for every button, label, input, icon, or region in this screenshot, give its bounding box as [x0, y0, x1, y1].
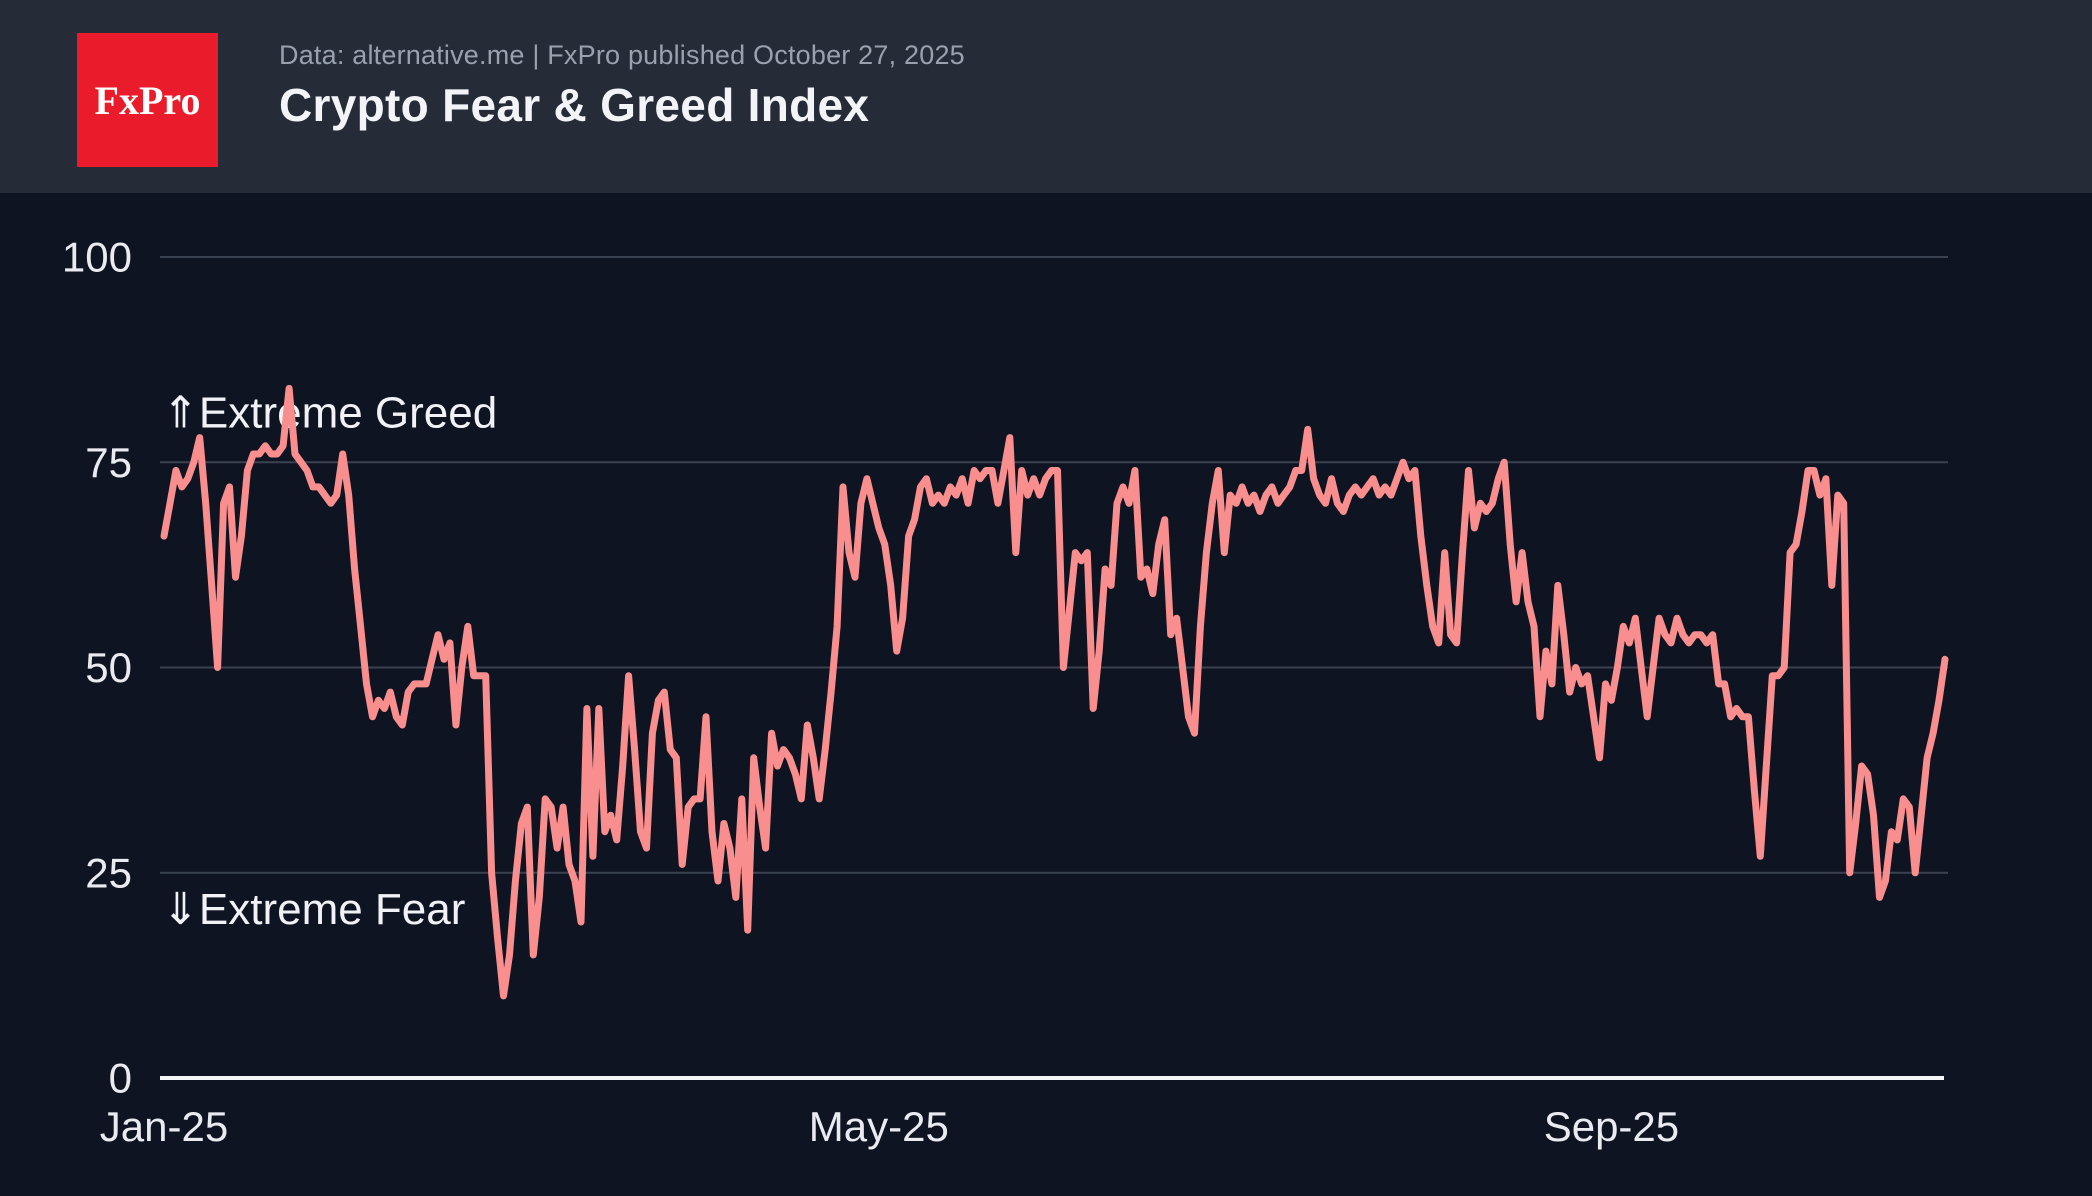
page-title: Crypto Fear & Greed Index — [279, 79, 870, 131]
y-axis-label-25: 25 — [85, 849, 132, 896]
fear-greed-index-series-line — [160, 384, 1949, 1000]
annotation-extreme-fear: ⇓Extreme Fear — [162, 885, 465, 934]
source-and-date-note: Data: alternative.me | FxPro published O… — [279, 40, 965, 70]
y-axis-label-0: 0 — [109, 1055, 132, 1102]
fxpro-logo-text: FxPro — [94, 77, 201, 123]
y-axis-label-100: 100 — [62, 234, 132, 281]
fxpro-logo: FxPro — [77, 33, 218, 167]
x-axis-label-jan-25: Jan-25 — [100, 1103, 228, 1150]
annotation-extreme-greed: ⇑Extreme Greed — [162, 388, 497, 437]
x-axis-label-may-25: May-25 — [809, 1103, 949, 1150]
y-axis-label-50: 50 — [85, 644, 132, 691]
header-bar: FxPro Data: alternative.me | FxPro publi… — [0, 0, 2092, 193]
y-axis-label-75: 75 — [85, 439, 132, 486]
x-axis-label-sep-25: Sep-25 — [1544, 1103, 1679, 1150]
